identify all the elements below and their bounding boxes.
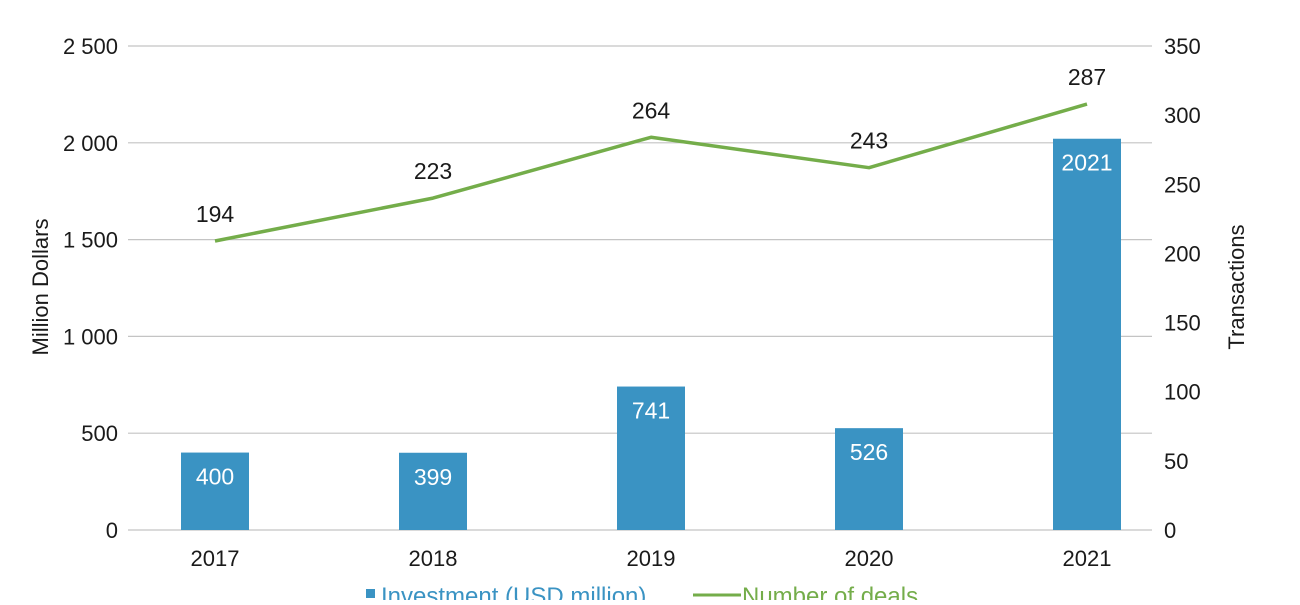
line-value-label: 194 [196,201,235,227]
bar-value-label: 400 [196,464,234,490]
bar-value-label: 2021 [1061,150,1112,176]
legend-swatch-investment [366,589,375,598]
right-axis-ticks: 0 50 100 150 200 250 300 350 [1164,34,1201,543]
right-axis-title: Transactions [1224,224,1249,349]
left-tick-label: 1 500 [63,228,118,253]
right-tick-label: 250 [1164,172,1201,197]
right-tick-label: 0 [1164,518,1176,543]
line-value-label: 264 [632,97,671,123]
right-tick-label: 350 [1164,34,1201,59]
left-tick-label: 2 000 [63,131,118,156]
legend-label-deals: Number of deals [742,583,918,600]
line-value-label: 223 [414,158,452,184]
left-tick-label: 0 [106,518,118,543]
x-tick-label: 2019 [627,546,676,571]
x-tick-label: 2017 [191,546,240,571]
left-axis-title: Million Dollars [28,219,53,356]
right-tick-label: 150 [1164,311,1201,336]
line-value-label: 243 [850,128,888,154]
x-tick-label: 2020 [845,546,894,571]
line-series: 194 223 264 243 287 [196,64,1106,241]
bar-value-label: 399 [414,464,452,490]
deals-line [215,104,1087,241]
bar-value-label: 741 [632,398,670,424]
legend: Investment (USD million) Number of deals [366,583,918,600]
left-tick-label: 500 [81,421,118,446]
left-tick-label: 2 500 [63,34,118,59]
right-tick-label: 200 [1164,241,1201,266]
legend-label-investment: Investment (USD million) [381,583,646,600]
x-tick-label: 2018 [409,546,458,571]
bar [1053,139,1121,530]
bar-value-label: 526 [850,439,888,465]
right-tick-label: 100 [1164,380,1201,405]
right-tick-label: 50 [1164,449,1188,474]
line-value-label: 287 [1068,64,1106,90]
bars: 400 399 741 526 2021 [181,139,1121,530]
left-axis-ticks: 0 500 1 000 1 500 2 000 2 500 [63,34,118,543]
right-tick-label: 300 [1164,103,1201,128]
left-tick-label: 1 000 [63,324,118,349]
x-axis-ticks: 2017 2018 2019 2020 2021 [191,546,1112,571]
x-tick-label: 2021 [1063,546,1112,571]
